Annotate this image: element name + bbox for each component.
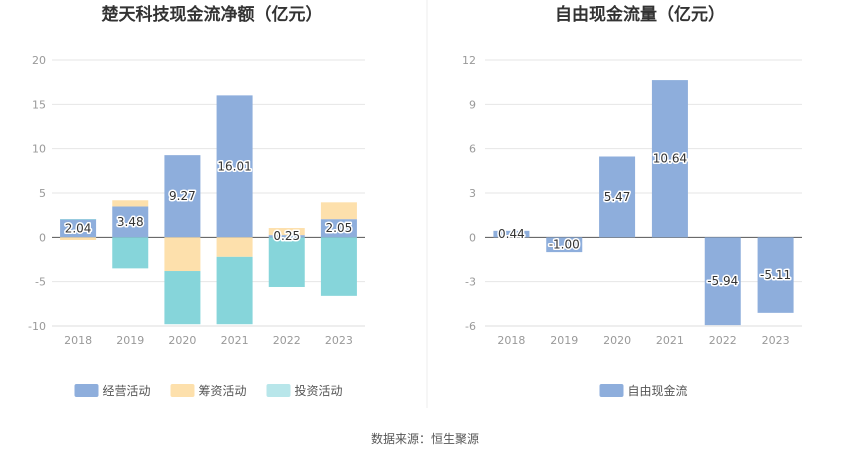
x-tick-label: 2020	[603, 334, 631, 347]
bar-筹资活动-2020	[164, 237, 201, 272]
data-label-2020: 5.47	[604, 190, 631, 204]
bar-自由现金流-2021	[651, 80, 688, 238]
bars	[493, 80, 794, 326]
bar-经营活动-2020	[164, 155, 201, 238]
x-tick-label: 2021	[656, 334, 684, 347]
legend-label-经营活动: 经营活动	[103, 384, 151, 398]
gridlines	[52, 59, 365, 327]
y-tick-label: 0	[469, 231, 476, 244]
x-tick-label: 2021	[221, 334, 249, 347]
y-tick-label: -3	[465, 276, 476, 289]
bar-筹资活动-2018	[60, 237, 97, 240]
x-tick-label: 2018	[497, 334, 525, 347]
x-axis: 2018 2019 2020 2021 2022 2023	[485, 325, 802, 347]
x-tick-label: 2019	[116, 334, 144, 347]
y-tick-label: -5	[35, 276, 46, 289]
y-tick-label: 0	[39, 231, 46, 244]
bar-经营活动-2019	[112, 206, 149, 238]
bar-自由现金流-2020	[599, 156, 636, 238]
legend-label-自由现金流: 自由现金流	[628, 383, 688, 398]
y-tick-label: 9	[469, 98, 476, 111]
x-tick-label: 2022	[709, 334, 737, 347]
cashflow-net-chart: 楚天科技现金流净额（亿元） 20 15 10 5 0 -5 -10 2.04 3.48 9.27…	[28, 4, 365, 398]
y-tick-label: 12	[462, 54, 476, 67]
x-tick-label: 2020	[168, 334, 196, 347]
x-tick-label: 2023	[762, 334, 790, 347]
bars	[60, 95, 357, 325]
data-label-2023: 2.05	[326, 221, 353, 235]
bar-经营活动-2022	[268, 235, 305, 238]
bar-经营活动-2023	[320, 219, 357, 238]
legend-label-投资活动: 投资活动	[295, 383, 343, 398]
bar-筹资活动-2021	[216, 237, 253, 257]
chart-title: 自由现金流量（亿元）	[555, 4, 725, 25]
bar-经营活动-2021	[216, 95, 253, 238]
bar-投资活动-2020	[164, 271, 201, 325]
data-label-2019: 3.48	[117, 215, 144, 229]
legend-label-筹资活动: 筹资活动	[199, 384, 247, 398]
legend: 经营活动 筹资活动 投资活动	[74, 383, 343, 398]
data-label-2020: 9.27	[169, 189, 196, 203]
bar-经营活动-2018	[60, 219, 97, 238]
bar-自由现金流-2023	[757, 237, 794, 313]
legend-swatch-投资活动	[266, 384, 291, 397]
bar-筹资活动-2023	[320, 202, 357, 220]
data-label-2019: -1.00	[549, 238, 580, 252]
bar-投资活动-2019	[112, 237, 149, 269]
y-tick-label: 10	[32, 143, 46, 156]
data-label-2023: -5.11	[760, 268, 791, 282]
x-tick-label: 2023	[325, 334, 353, 347]
legend-swatch-经营活动	[74, 384, 99, 397]
legend-swatch-自由现金流	[599, 384, 624, 397]
y-tick-label: 5	[39, 187, 46, 200]
y-tick-label: 6	[469, 143, 476, 156]
y-tick-label: -10	[28, 320, 46, 333]
chart-title: 楚天科技现金流净额（亿元）	[102, 4, 323, 25]
bar-自由现金流-2018	[493, 230, 530, 238]
y-axis: 20 15 10 5 0 -5 -10	[28, 54, 46, 333]
bar-投资活动-2023	[320, 237, 357, 296]
data-label-2021: 10.64	[653, 152, 687, 166]
data-label-2018: 0.44	[498, 227, 525, 241]
bar-投资活动-2022	[268, 237, 305, 287]
y-tick-label: 20	[32, 54, 46, 67]
y-tick-label: -6	[465, 320, 476, 333]
bar-投资活动-2021	[216, 256, 253, 325]
data-label-2018: 2.04	[65, 221, 92, 235]
x-tick-label: 2019	[550, 334, 578, 347]
data-source-footer: 数据来源：恒生聚源	[371, 431, 479, 446]
y-tick-label: 3	[469, 187, 476, 200]
x-tick-label: 2022	[273, 334, 301, 347]
bar-投资活动-2018	[60, 219, 97, 220]
bar-自由现金流-2022	[704, 237, 741, 326]
data-labels: 2.04 3.48 9.27 16.01 0.25 2.05	[63, 158, 354, 245]
y-axis: 12 9 6 3 0 -3 -6	[462, 54, 476, 333]
x-tick-label: 2018	[64, 334, 92, 347]
data-label-2021: 16.01	[217, 159, 251, 173]
y-tick-label: 15	[32, 98, 46, 111]
bar-筹资活动-2022	[268, 228, 305, 236]
bar-自由现金流-2019	[546, 237, 583, 253]
gridlines	[485, 59, 802, 327]
data-label-2022: 0.25	[273, 229, 300, 243]
legend-swatch-筹资活动	[170, 384, 195, 397]
bar-筹资活动-2019	[112, 200, 149, 207]
x-axis: 2018 2019 2020 2021 2022 2023	[52, 325, 365, 347]
data-labels: 0.44 -1.00 5.47 10.64 -5.94 -5.11	[497, 150, 793, 290]
data-label-2022: -5.94	[707, 274, 738, 288]
legend: 自由现金流	[599, 383, 688, 398]
free-cashflow-chart: 自由现金流量（亿元） 12 9 6 3 0 -3 -6 0.44 -1.00 5.47 10.64…	[462, 4, 802, 398]
